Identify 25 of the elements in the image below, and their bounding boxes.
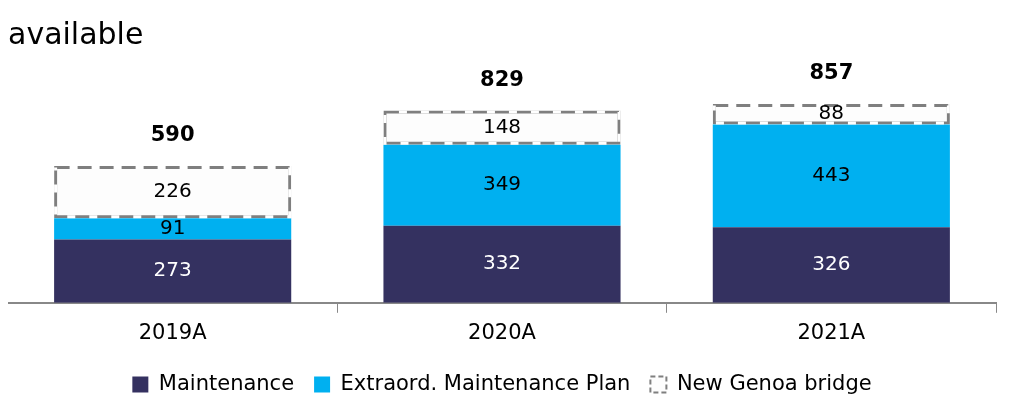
chart-title: available: [8, 15, 144, 51]
data-label: 148: [482, 113, 522, 138]
total-label: 829: [480, 66, 524, 91]
total-label: 590: [150, 122, 195, 147]
data-label: 88: [818, 100, 845, 125]
x-tick-label: 2019A: [138, 319, 208, 344]
bar: [383, 144, 621, 226]
x-tick-label: 2020A: [468, 319, 537, 344]
legend-label: New Genoa bridge: [676, 370, 872, 395]
x-tick-label: 2021A: [797, 319, 866, 344]
data-label: 91: [159, 215, 186, 240]
bar: [712, 124, 950, 228]
data-label: 332: [482, 250, 522, 275]
legend-label: Maintenance: [158, 370, 295, 395]
total-label: 857: [809, 60, 854, 85]
data-label: 226: [153, 178, 192, 203]
data-label: 349: [482, 171, 522, 196]
bar: [383, 225, 621, 303]
legend-label: Extraord. Maintenance Plan: [340, 370, 631, 395]
data-label: 326: [812, 251, 851, 276]
bar: [54, 218, 292, 240]
data-label: 443: [812, 161, 851, 186]
bar: [54, 239, 292, 303]
data-label: 273: [153, 257, 192, 282]
bar: [712, 227, 950, 303]
